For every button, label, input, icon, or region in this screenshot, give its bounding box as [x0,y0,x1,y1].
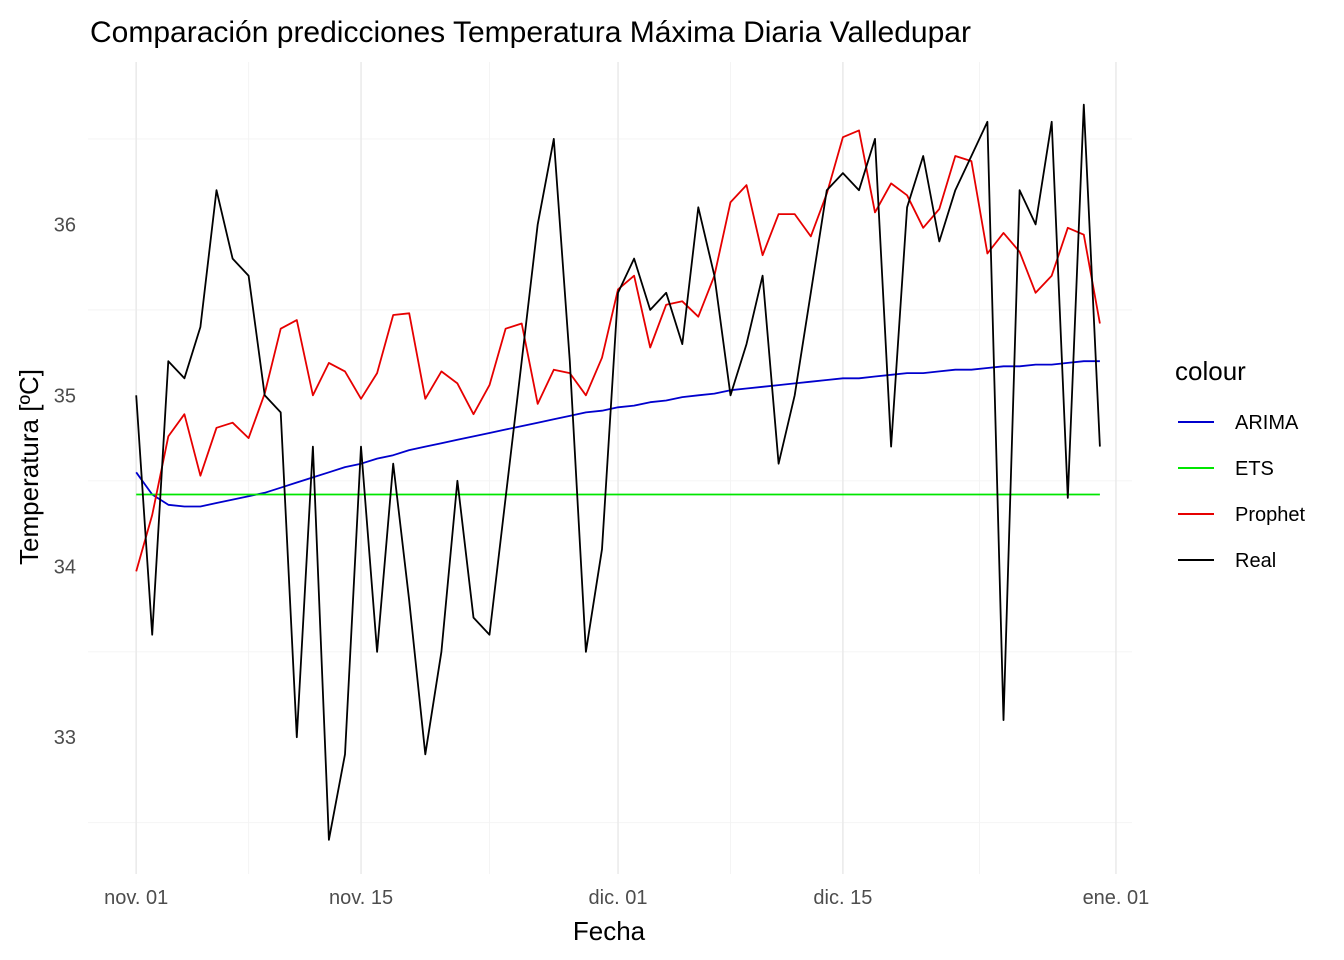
x-axis-ticks: nov. 01 nov. 15 dic. 01 dic. 15 ene. 01 [104,887,1149,909]
y-tick-label: 34 [54,556,76,578]
legend: colour ARIMA ETS Prophet Real [1175,356,1305,572]
x-tick-label: nov. 01 [104,887,168,909]
y-axis-title: Temperatura [ºC] [14,369,44,565]
y-tick-label: 35 [54,385,76,407]
legend-label-arima: ARIMA [1235,412,1299,434]
series-lines [135,103,1101,841]
x-axis-title: Fecha [573,916,646,946]
x-tick-label: ene. 01 [1083,887,1150,909]
x-tick-label: dic. 15 [813,887,872,909]
chart-title: Comparación predicciones Temperatura Máx… [90,16,971,49]
series-line-real [135,103,1101,841]
legend-label-ets: ETS [1235,458,1274,480]
grid [88,62,1132,874]
series-line-arima [135,360,1100,508]
legend-label-real: Real [1235,550,1276,572]
series-line-prophet [135,129,1101,572]
legend-label-prophet: Prophet [1235,504,1305,526]
y-axis-ticks: 33 34 35 36 [54,214,76,749]
x-tick-label: dic. 01 [589,887,648,909]
y-tick-label: 36 [54,214,76,236]
legend-title: colour [1175,356,1246,386]
x-tick-label: nov. 15 [329,887,393,909]
y-tick-label: 33 [54,727,76,749]
